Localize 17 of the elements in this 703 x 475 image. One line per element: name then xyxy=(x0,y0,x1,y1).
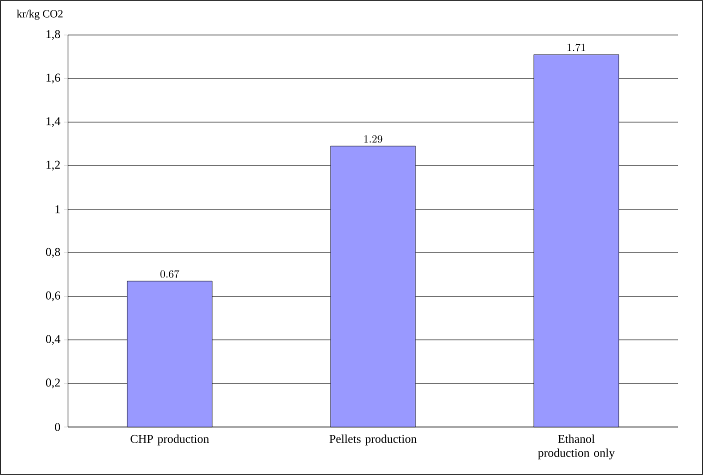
y-tick-label: 0,4 xyxy=(46,334,60,345)
y-tick-label: 0,8 xyxy=(46,248,60,258)
data-label: 0.67 xyxy=(160,270,180,278)
y-tick-label: 0,6 xyxy=(46,291,60,302)
x-tick-label: Ethanol production only xyxy=(538,434,615,460)
y-tick-label: 1,4 xyxy=(46,117,60,127)
data-label: 1 .29 xyxy=(364,135,382,143)
data-label: 1 .71 xyxy=(568,44,586,52)
y-tick-label: 0,2 xyxy=(46,378,60,388)
y-tick-label: 1,6 xyxy=(46,74,60,84)
y-axis-title: kr/kg CO2 xyxy=(16,10,63,20)
y-tick-label: 1,2 xyxy=(46,160,60,171)
y-tick-label: 1 xyxy=(56,205,60,214)
x-tick-label: CHP production xyxy=(130,434,210,446)
x-tick-label: Pellets production xyxy=(330,434,417,446)
y-tick-label: 1,8 xyxy=(46,30,60,40)
y-tick-label: 0 xyxy=(54,422,60,432)
